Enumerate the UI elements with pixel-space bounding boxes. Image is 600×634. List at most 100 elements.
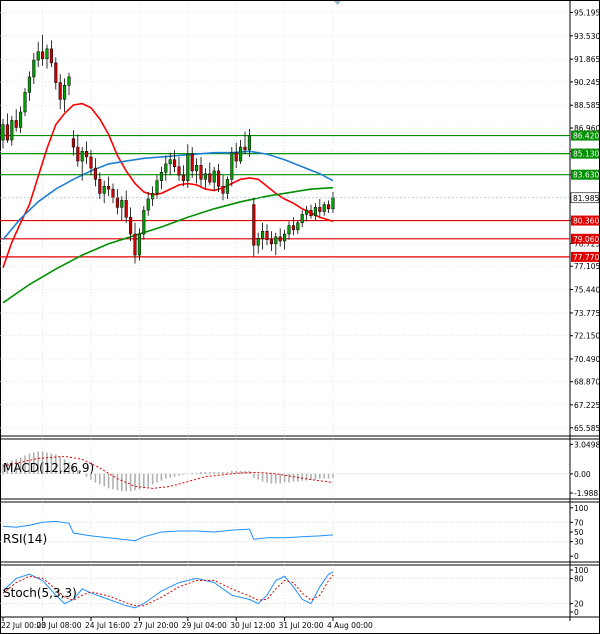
candle [261, 222, 265, 250]
price-tick-label: 75.440 [574, 286, 600, 295]
candle-body [10, 120, 14, 141]
candle [173, 149, 177, 173]
stoch-tick-label: 100 [574, 566, 589, 575]
candle [71, 130, 75, 156]
candle [146, 191, 150, 216]
candle-body [80, 151, 84, 162]
macd-tick-label: 3.0498 [574, 440, 600, 449]
candle-body [168, 159, 172, 165]
rsi-tick-label: 30 [574, 538, 584, 547]
level-label: 79.060 [573, 235, 599, 244]
rsi-tick-label: 100 [574, 504, 589, 513]
candle [239, 140, 243, 164]
candle-body [225, 179, 229, 194]
candle [327, 200, 331, 213]
candle [14, 109, 18, 132]
candle-body [195, 165, 199, 172]
stoch-title: Stoch(5,3,3) [3, 586, 77, 600]
candle-body [212, 170, 216, 183]
candle-body [173, 159, 177, 167]
candle-body [137, 233, 141, 256]
candle [36, 41, 40, 68]
candle-body [63, 85, 67, 100]
candle [155, 175, 159, 199]
candle [5, 113, 9, 143]
candle [203, 168, 207, 190]
candle-body [146, 198, 150, 211]
candle-body [234, 152, 238, 162]
candle-body [230, 152, 234, 180]
candle [234, 142, 238, 169]
candle-body [283, 233, 287, 242]
candle-body [41, 51, 45, 59]
candle [107, 176, 111, 197]
candle [291, 217, 295, 236]
candle-body [199, 165, 203, 180]
candle [283, 229, 287, 250]
candle [313, 203, 317, 220]
candle [177, 156, 181, 181]
candle [195, 158, 199, 184]
level-label: 86.420 [573, 132, 599, 141]
price-tick-label: 73.775 [574, 309, 600, 318]
candle-body [67, 76, 71, 86]
price-tick-label: 86.960 [574, 124, 600, 133]
macd-title: MACD(12,26,9) [3, 461, 94, 475]
period-separator-marker [334, 1, 341, 5]
candle-body [291, 225, 295, 231]
candle [256, 232, 260, 254]
candle [243, 131, 247, 155]
price-tick-label: 95.195 [574, 8, 600, 17]
candle-body [296, 222, 300, 231]
stoch-tick-label: 20 [574, 600, 584, 609]
time-tick-label: 29 Jul 04:00 [182, 621, 227, 630]
time-tick-label: 22 Jul 00:00 [1, 621, 46, 630]
candle [133, 222, 137, 264]
candle [269, 231, 273, 251]
candle-body [278, 236, 282, 242]
candle-body [120, 200, 124, 208]
candle-body [313, 207, 317, 217]
current-price-label: 81.985 [573, 194, 599, 203]
price-tick-label: 65.585 [574, 424, 600, 433]
price-tick-label: 88.585 [574, 101, 600, 110]
candle-body [287, 225, 291, 235]
candle-body [181, 174, 185, 181]
time-tick-label: 23 Jul 08:00 [37, 621, 82, 630]
candle [225, 176, 229, 199]
candle [124, 190, 128, 223]
candle [181, 165, 185, 187]
candle-body [85, 151, 89, 158]
candle [120, 196, 124, 220]
candle-body [107, 186, 111, 190]
price-tick-label: 70.490 [574, 355, 600, 364]
candle-body [111, 188, 115, 198]
moving-average-line-1 [2, 102, 334, 268]
time-tick-label: 31 Jul 20:00 [279, 621, 324, 630]
candle [221, 175, 225, 201]
candle-body [14, 120, 18, 128]
candle-body [5, 124, 9, 141]
stoch-tick-label: 0 [574, 608, 579, 617]
candle-body [318, 207, 322, 212]
candle-body [27, 76, 31, 93]
candle-body [203, 173, 207, 180]
candle [142, 205, 146, 240]
level-tag [571, 251, 599, 262]
candle-body [32, 59, 36, 78]
candle [322, 201, 326, 216]
price-tick-label: 72.150 [574, 332, 600, 341]
candle-body [115, 197, 119, 208]
candle [331, 191, 335, 213]
rsi-line [2, 520, 334, 542]
price-tick-label: 68.870 [574, 378, 600, 387]
candle [287, 221, 291, 240]
candle-body [265, 230, 269, 240]
candle [67, 72, 71, 96]
candle [80, 147, 84, 181]
candle [115, 189, 119, 215]
candle-body [89, 156, 93, 169]
candle [168, 152, 172, 176]
